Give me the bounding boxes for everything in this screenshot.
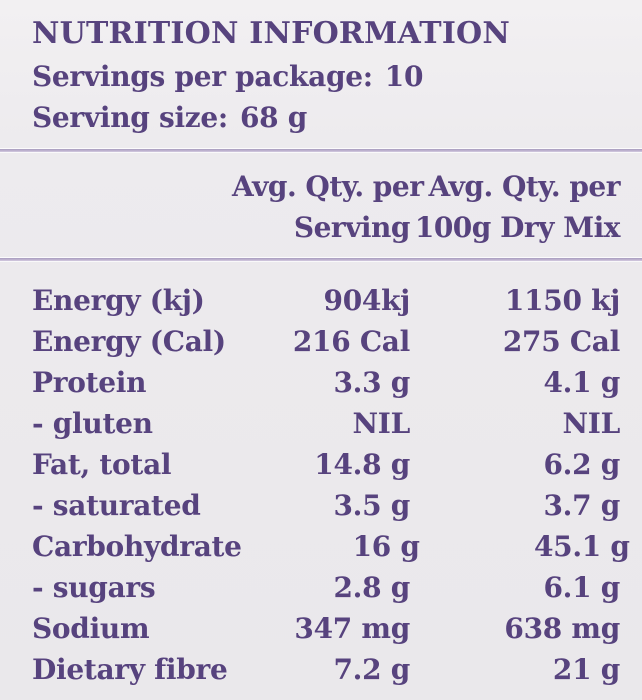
serving-size-value: 68 g	[239, 101, 308, 134]
nutrient-label: - sugars	[32, 571, 156, 604]
value-per-serving: 16 g	[352, 530, 420, 563]
value-per-100g: 275 Cal	[502, 325, 620, 358]
table-row: Energy (Cal) 216 Cal 275 Cal	[32, 321, 620, 362]
servings-per-package-line: Servings per package: 10	[32, 56, 620, 97]
column-header-per-100g: Avg. Qty. per 100g Dry Mix	[410, 166, 621, 248]
column-header-per-serving: Avg. Qty. per Serving	[232, 166, 424, 248]
nutrient-label: Dietary fibre	[32, 653, 228, 686]
nutrient-label: Energy (Cal)	[32, 325, 226, 358]
panel-title: NUTRITION INFORMATION	[32, 16, 511, 51]
value-per-100g: 4.1 g	[543, 366, 620, 399]
servings-per-package-label: Servings per package:	[32, 60, 373, 93]
value-per-serving: 904kj	[323, 284, 411, 317]
value-per-serving: 347 mg	[294, 612, 410, 645]
nutrient-label: - saturated	[32, 489, 201, 522]
table-row: Dietary fibre 7.2 g 21 g	[32, 649, 620, 690]
table-row: Protein 3.3 g 4.1 g	[32, 362, 620, 403]
table-row: Carbohydrate 16 g 45.1 g	[32, 526, 630, 567]
value-per-100g: 45.1 g	[533, 530, 630, 563]
serving-size-line: Serving size: 68 g	[32, 97, 620, 138]
header-spacer	[32, 166, 232, 248]
table-row: Energy (kj) 904kj 1150 kj	[32, 280, 620, 321]
nutrient-label: - gluten	[32, 407, 153, 440]
value-per-serving: NIL	[352, 407, 411, 440]
nutrient-label: Carbohydrate	[32, 530, 242, 563]
value-per-serving: 3.5 g	[333, 489, 410, 522]
table-header: Avg. Qty. per Serving Avg. Qty. per 100g…	[0, 152, 642, 248]
nutrition-rows: Energy (kj) 904kj 1150 kj Energy (Cal) 216 C…	[0, 261, 642, 690]
column-header-per-serving-line2: Serving	[293, 211, 411, 244]
value-per-serving: 3.3 g	[333, 366, 410, 399]
value-per-100g: 21 g	[552, 653, 620, 686]
divider-top	[0, 149, 642, 152]
nutrient-label: Protein	[32, 366, 147, 399]
table-row: Sodium 347 mg 638 mg	[32, 608, 620, 649]
value-per-serving: 7.2 g	[333, 653, 410, 686]
nutrient-label: Energy (kj)	[32, 284, 205, 317]
serving-size-label: Serving size:	[32, 101, 228, 134]
nutrient-label: Sodium	[32, 612, 150, 645]
value-per-100g: NIL	[562, 407, 621, 440]
divider-header	[0, 258, 642, 261]
table-row: - saturated 3.5 g 3.7 g	[32, 485, 620, 526]
value-per-100g: 1150 kj	[504, 284, 620, 317]
table-row: - sugars 2.8 g 6.1 g	[32, 567, 620, 608]
value-per-serving: 14.8 g	[314, 448, 410, 481]
value-per-100g: 6.2 g	[543, 448, 620, 481]
table-row: - gluten NIL NIL	[32, 403, 620, 444]
value-per-100g: 6.1 g	[543, 571, 620, 604]
value-per-serving: 2.8 g	[333, 571, 410, 604]
column-header-per-serving-line1: Avg. Qty. per	[232, 170, 424, 203]
column-header-per-100g-line2: 100g Dry Mix	[414, 211, 621, 244]
servings-per-package-value: 10	[384, 60, 424, 93]
value-per-100g: 3.7 g	[543, 489, 620, 522]
column-header-per-100g-line1: Avg. Qty. per	[428, 170, 621, 203]
nutrient-label: Fat, total	[32, 448, 172, 481]
table-row: Fat, total 14.8 g 6.2 g	[32, 444, 620, 485]
value-per-100g: 638 mg	[504, 612, 620, 645]
value-per-serving: 216 Cal	[292, 325, 410, 358]
